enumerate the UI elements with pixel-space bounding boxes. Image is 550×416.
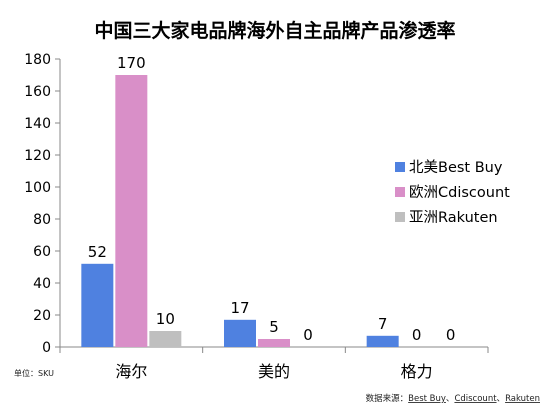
bars <box>81 75 399 347</box>
unit-note: 单位：SKU <box>14 368 54 378</box>
chart-title: 中国三大家电品牌海外自主品牌产品渗透率 <box>94 19 455 42</box>
y-tick-label: 180 <box>24 52 51 68</box>
data-label: 0 <box>446 326 456 344</box>
x-axis: 海尔 美的 格力 <box>59 346 489 381</box>
data-label: 10 <box>156 310 175 328</box>
bar <box>81 263 114 347</box>
source-item: Best Buy <box>408 394 446 404</box>
y-tick-label: 140 <box>24 116 51 132</box>
data-label: 170 <box>117 54 146 72</box>
data-label: 52 <box>88 243 107 261</box>
legend: 北美Best Buy 欧洲Cdiscount 亚洲Rakuten <box>395 159 510 226</box>
data-label: 0 <box>303 326 313 344</box>
data-label: 7 <box>378 315 388 333</box>
value-labels: 52 17 7 170 5 0 10 0 0 <box>88 54 456 344</box>
source-note: 数据来源：Best Buy、Cdiscount、Rakuten <box>366 393 540 404</box>
bar <box>149 331 182 347</box>
legend-swatch <box>395 212 405 222</box>
source-item: Cdiscount <box>454 394 497 404</box>
y-tick-label: 20 <box>33 308 51 324</box>
data-label: 5 <box>269 318 279 336</box>
source-prefix: 数据来源： <box>366 393 409 404</box>
legend-label: 北美Best Buy <box>409 159 503 176</box>
y-tick-label: 40 <box>33 276 51 292</box>
source-separator: 、 <box>446 394 455 404</box>
x-tick-label: 格力 <box>401 362 433 381</box>
legend-label: 欧洲Cdiscount <box>409 184 510 201</box>
legend-swatch <box>395 187 405 197</box>
x-tick-label: 海尔 <box>115 362 147 381</box>
bar <box>366 335 399 347</box>
y-tick-label: 100 <box>24 180 51 196</box>
legend-swatch <box>395 162 405 172</box>
y-axis: 0 20 40 60 80 100 120 140 160 180 <box>24 52 61 356</box>
source-item: Rakuten <box>505 394 540 404</box>
bar <box>258 339 290 347</box>
y-tick-label: 80 <box>33 212 51 228</box>
bar <box>115 75 148 347</box>
y-tick-label: 120 <box>24 148 51 164</box>
y-tick-label: 60 <box>33 244 51 260</box>
bar <box>224 319 256 347</box>
data-label: 17 <box>230 299 249 317</box>
y-tick-label: 160 <box>24 84 51 100</box>
data-label: 0 <box>412 326 422 344</box>
x-tick-label: 美的 <box>258 362 290 381</box>
source-separator: 、 <box>497 394 506 404</box>
y-tick-label: 0 <box>42 340 51 356</box>
legend-label: 亚洲Rakuten <box>409 210 498 226</box>
